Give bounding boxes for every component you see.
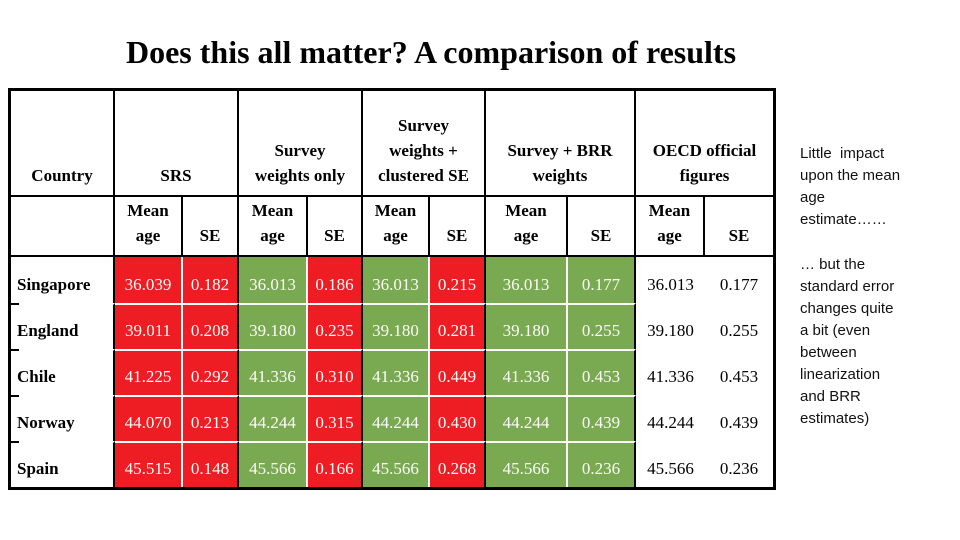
header-swc-se: SE [430,197,486,257]
cell-swc-se: 0.215 [430,257,486,303]
cell-oecd-mean: 45.566 [636,441,705,487]
cell-srs-mean: 39.011 [115,303,183,349]
cell-swo-se: 0.235 [308,303,363,349]
comparison-table: Country SRS Survey weights only Survey w… [8,88,776,490]
cell-srs-se: 0.148 [183,441,239,487]
header-group-row: Country SRS Survey weights only Survey w… [11,91,773,197]
cell-swc-se: 0.281 [430,303,486,349]
header-oecd-se: SE [705,197,773,257]
cell-oecd-se: 0.439 [705,395,773,441]
cell-brr-mean: 39.180 [486,303,568,349]
header-swo-se: SE [308,197,363,257]
country-label: Chile [11,349,115,395]
cell-brr-se: 0.453 [568,349,636,395]
header-country: Country [11,91,115,197]
row-england: England 39.011 0.208 39.180 0.235 39.180… [11,303,773,349]
cell-oecd-se: 0.177 [705,257,773,303]
cell-swo-mean: 44.244 [239,395,308,441]
cell-brr-mean: 36.013 [486,257,568,303]
header-group-survey-weights-clustered-se: Survey weights + clustered SE [363,91,486,197]
cell-brr-se: 0.255 [568,303,636,349]
cell-swc-mean: 45.566 [363,441,430,487]
header-srs-mean-age: Mean age [115,197,183,257]
cell-brr-se: 0.177 [568,257,636,303]
cell-srs-mean: 44.070 [115,395,183,441]
cell-srs-mean: 41.225 [115,349,183,395]
note-little-impact: Little impact upon the mean age estimate… [800,145,901,228]
header-group-oecd-official: OECD official figures [636,91,773,197]
cell-oecd-mean: 36.013 [636,257,705,303]
header-group-srs: SRS [115,91,239,197]
cell-swo-mean: 39.180 [239,303,308,349]
cell-srs-mean: 36.039 [115,257,183,303]
cell-srs-se: 0.182 [183,257,239,303]
cell-brr-mean: 45.566 [486,441,568,487]
cell-swo-mean: 45.566 [239,441,308,487]
cell-srs-mean: 45.515 [115,441,183,487]
cell-srs-se: 0.292 [183,349,239,395]
cell-oecd-mean: 39.180 [636,303,705,349]
country-label: Spain [11,441,115,487]
cell-oecd-se: 0.255 [705,303,773,349]
cell-swc-se: 0.449 [430,349,486,395]
cell-brr-mean: 44.244 [486,395,568,441]
header-brr-mean-age: Mean age [486,197,568,257]
note-standard-error: … but the standard error changes quite a… [800,256,895,427]
country-label: Norway [11,395,115,441]
cell-brr-mean: 41.336 [486,349,568,395]
cell-swo-se: 0.186 [308,257,363,303]
cell-srs-se: 0.213 [183,395,239,441]
header-sub-row: Mean age SE Mean age SE Mean age SE Mean… [11,197,773,257]
row-norway: Norway 44.070 0.213 44.244 0.315 44.244 … [11,395,773,441]
header-swo-mean-age: Mean age [239,197,308,257]
cell-swc-mean: 39.180 [363,303,430,349]
cell-srs-se: 0.208 [183,303,239,349]
cell-swc-se: 0.430 [430,395,486,441]
cell-swo-se: 0.315 [308,395,363,441]
cell-oecd-se: 0.236 [705,441,773,487]
row-singapore: Singapore 36.039 0.182 36.013 0.186 36.0… [11,257,773,303]
slide-title: Does this all matter? A comparison of re… [125,34,737,70]
header-empty [11,197,115,257]
header-group-survey-weights-only: Survey weights only [239,91,363,197]
cell-swo-se: 0.166 [308,441,363,487]
row-chile: Chile 41.225 0.292 41.336 0.310 41.336 0… [11,349,773,395]
header-srs-se: SE [183,197,239,257]
cell-swc-mean: 44.244 [363,395,430,441]
country-label: Singapore [11,257,115,303]
cell-oecd-mean: 44.244 [636,395,705,441]
cell-oecd-mean: 41.336 [636,349,705,395]
cell-swo-mean: 36.013 [239,257,308,303]
cell-swo-mean: 41.336 [239,349,308,395]
row-spain: Spain 45.515 0.148 45.566 0.166 45.566 0… [11,441,773,487]
cell-swo-se: 0.310 [308,349,363,395]
cell-swc-se: 0.268 [430,441,486,487]
header-brr-se: SE [568,197,636,257]
header-swc-mean-age: Mean age [363,197,430,257]
header-group-survey-brr-weights: Survey + BRR weights [486,91,636,197]
header-oecd-mean-age: Mean age [636,197,705,257]
cell-oecd-se: 0.453 [705,349,773,395]
cell-swc-mean: 36.013 [363,257,430,303]
cell-brr-se: 0.236 [568,441,636,487]
country-label: England [11,303,115,349]
cell-brr-se: 0.439 [568,395,636,441]
cell-swc-mean: 41.336 [363,349,430,395]
